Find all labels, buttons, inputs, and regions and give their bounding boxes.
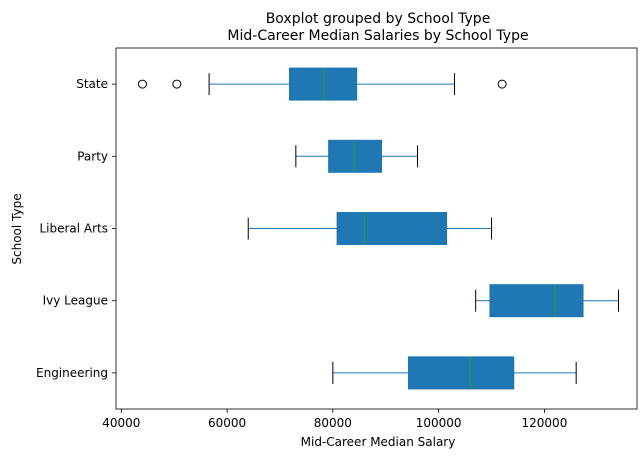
y-tick-label: State (76, 77, 108, 91)
x-tick-label: 60000 (208, 416, 246, 430)
x-tick-label: 120000 (522, 416, 568, 430)
y-axis-label: School Type (10, 193, 24, 264)
box-iqr (489, 284, 584, 318)
y-tick-label: Ivy League (43, 294, 108, 308)
chart-marks: 40000 60000 80000 100000 120000 Engineering Iv… (36, 67, 619, 430)
x-tick-label: 80000 (314, 416, 352, 430)
box-iqr (328, 139, 383, 173)
outlier-point (497, 79, 507, 89)
box-iqr (288, 67, 358, 101)
chart-suptitle: Boxplot grouped by School Type (266, 11, 491, 27)
outlier-point (172, 79, 182, 89)
outlier-point (137, 79, 147, 89)
chart-title: Mid-Career Median Salaries by School Typ… (227, 28, 528, 44)
x-tick-label: 100000 (416, 416, 462, 430)
x-axis-label: Mid-Career Median Salary (301, 435, 456, 449)
y-tick-label: Party (77, 149, 108, 163)
y-tick-label: Engineering (36, 366, 108, 380)
box-iqr (408, 356, 515, 390)
x-tick-label: 40000 (102, 416, 140, 430)
box-iqr (336, 212, 448, 245)
y-tick-label: Liberal Arts (39, 222, 108, 236)
